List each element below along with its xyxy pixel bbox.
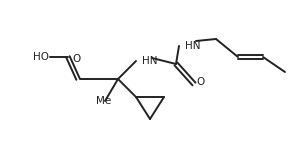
- Text: HO: HO: [33, 52, 49, 62]
- Text: Me: Me: [96, 96, 112, 106]
- Text: O: O: [72, 54, 80, 64]
- Text: HN: HN: [142, 56, 157, 66]
- Text: HN: HN: [185, 41, 200, 51]
- Text: O: O: [196, 77, 204, 87]
